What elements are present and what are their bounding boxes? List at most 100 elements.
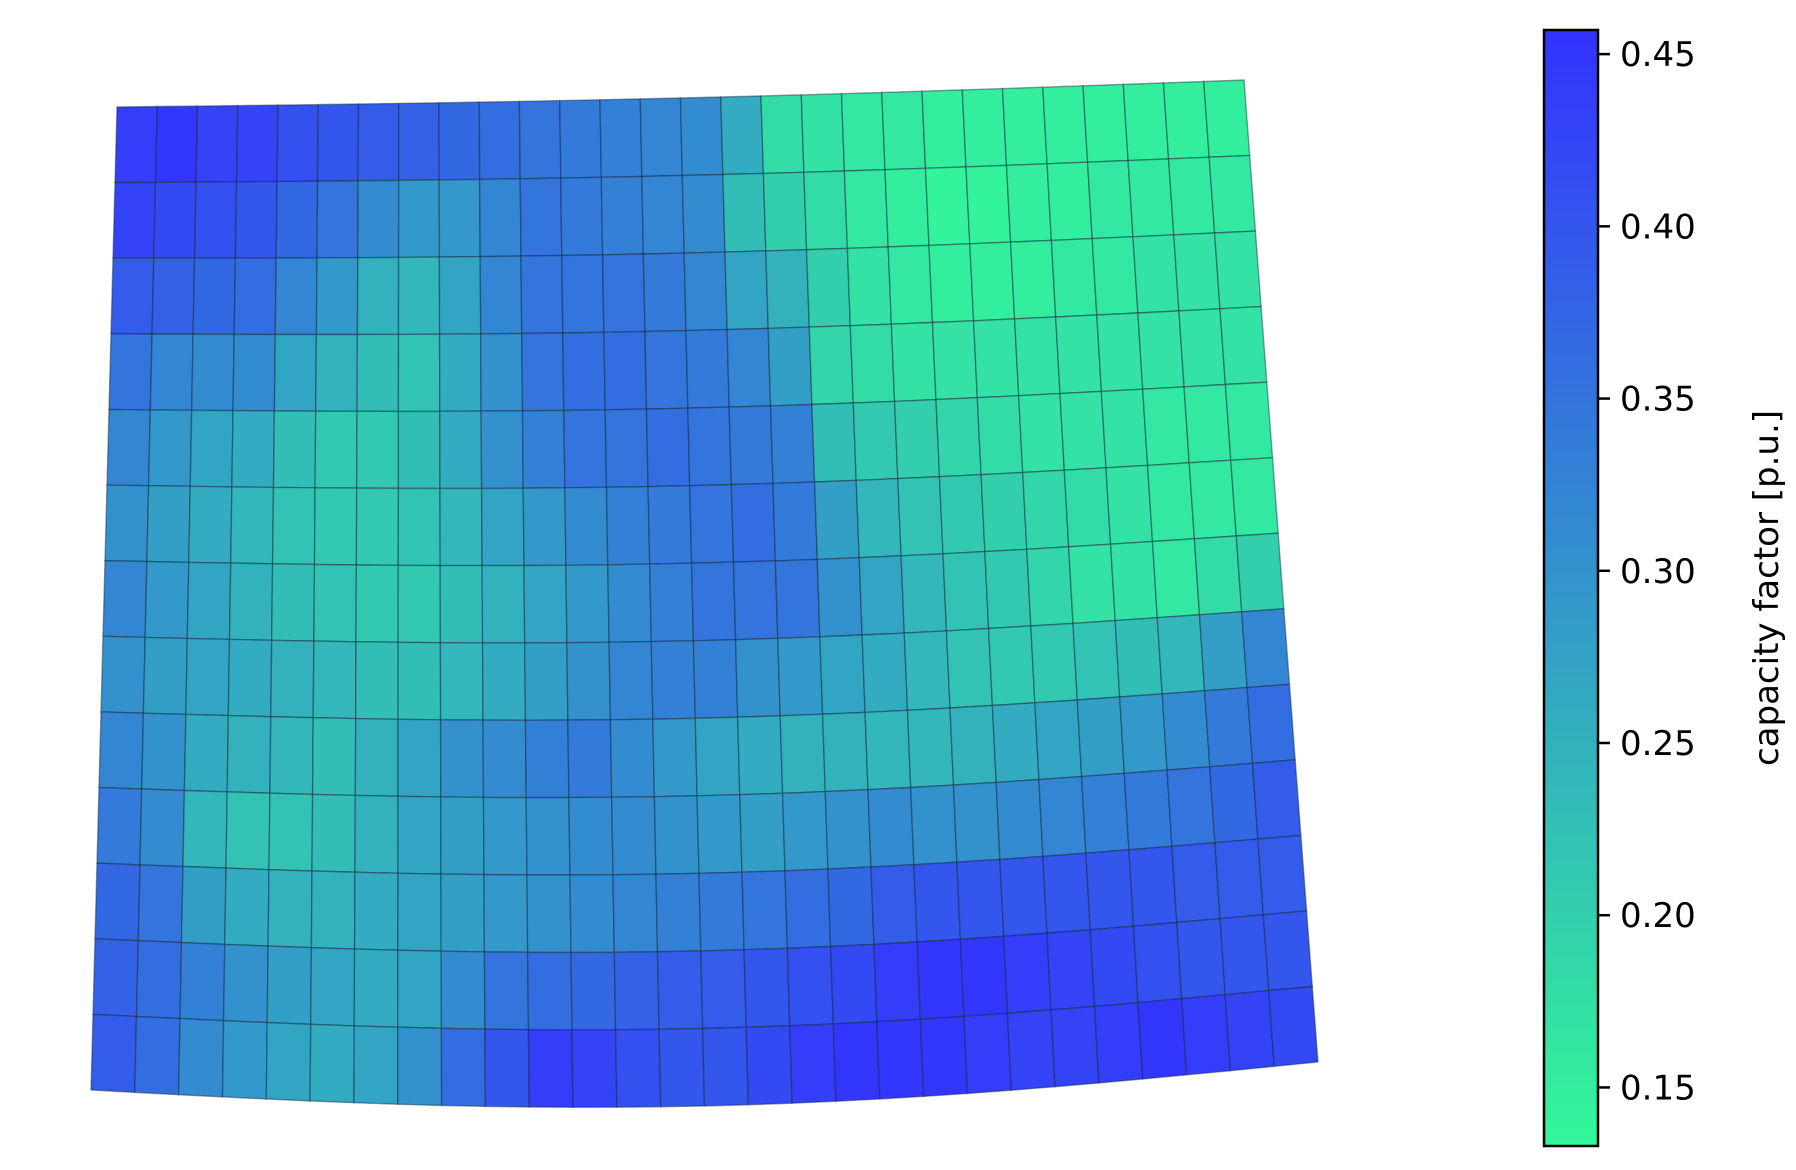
map-cell <box>137 864 184 944</box>
map-cell <box>949 704 997 786</box>
map-cell <box>772 481 819 562</box>
map-cell <box>397 872 442 952</box>
colorbar-tick-label: 0.30 <box>1620 552 1696 592</box>
map-cell <box>1105 464 1154 545</box>
map-cell <box>523 641 569 722</box>
map-cell <box>135 939 183 1020</box>
map-cell <box>566 641 612 721</box>
map-cell <box>805 247 852 328</box>
map-cell <box>777 636 824 717</box>
map-cell <box>561 254 605 334</box>
map-cell <box>1161 690 1211 771</box>
map-cell <box>655 872 702 953</box>
map-cell <box>1050 237 1098 318</box>
colorbar-label: capacity factor [p.u.] <box>1747 410 1787 766</box>
map-cell <box>745 1025 793 1106</box>
map-cell <box>961 87 1008 168</box>
map-cell <box>1042 85 1089 165</box>
map-cell <box>440 796 485 876</box>
map-cell <box>639 97 684 178</box>
colorbar-ticks: 0.15 0.20 0.25 0.30 0.35 0.40 0.45 <box>1598 35 1696 1108</box>
map-cell <box>720 95 765 176</box>
map-cell <box>183 713 230 793</box>
map-cell <box>1091 236 1139 316</box>
map-cell <box>354 794 399 875</box>
map-cell <box>605 485 651 566</box>
map-cell <box>1096 312 1144 393</box>
map-cell <box>483 951 530 1031</box>
map-cell <box>1230 456 1279 537</box>
map-cell <box>698 871 745 952</box>
map-cell <box>313 563 358 643</box>
map-cell <box>265 1021 312 1102</box>
map-cell <box>969 241 1016 322</box>
map-cell <box>272 410 317 489</box>
map-cell <box>482 719 527 799</box>
map-cell <box>139 788 186 868</box>
map-cell <box>311 793 357 873</box>
map-cell <box>108 333 153 411</box>
map-cell <box>565 564 610 644</box>
map-cell <box>612 873 659 954</box>
map-cell <box>767 326 813 407</box>
map-cell <box>193 181 238 259</box>
map-cell <box>647 484 693 565</box>
map-cell <box>1246 683 1296 765</box>
map-cell <box>743 947 791 1029</box>
map-cell <box>235 104 279 183</box>
map-cell <box>564 486 609 567</box>
map-cell <box>1118 693 1168 775</box>
map-cell <box>563 409 608 489</box>
colorbar-tick-label: 0.25 <box>1620 724 1696 764</box>
map-cell <box>604 408 649 489</box>
map-cell <box>569 874 616 954</box>
map-cell <box>819 634 866 715</box>
map-cell <box>1176 917 1226 1000</box>
map-cell <box>1219 305 1268 386</box>
map-cell <box>397 641 442 721</box>
map-cell <box>784 868 832 950</box>
map-cell <box>1183 383 1232 464</box>
map-cell <box>972 318 1020 399</box>
map-cell <box>852 400 899 482</box>
map-cell <box>177 1017 225 1098</box>
map-cell <box>480 487 525 567</box>
map-cell <box>1009 239 1057 320</box>
map-cell <box>316 180 359 259</box>
map-cell <box>314 333 359 413</box>
map-cell <box>269 715 314 796</box>
map-cell <box>1059 390 1107 471</box>
map-cell <box>438 333 482 413</box>
map-cell <box>1188 459 1238 540</box>
map-cell <box>525 796 571 876</box>
map-cell <box>140 712 187 792</box>
map-cell <box>613 951 660 1031</box>
map-cell <box>1240 608 1291 689</box>
map-cell <box>736 715 784 796</box>
map-cell <box>98 711 145 790</box>
map-cell <box>478 100 521 181</box>
map-cell <box>1132 921 1183 1004</box>
map-cell <box>397 795 442 875</box>
map-cell <box>600 175 645 256</box>
map-cell <box>873 941 922 1023</box>
map-cell <box>527 1028 574 1109</box>
map-cell <box>353 871 399 951</box>
map-cell <box>179 941 226 1022</box>
map-cell <box>313 487 358 566</box>
map-cell <box>397 1026 443 1107</box>
map-cell <box>1030 622 1079 704</box>
map-cell <box>827 866 875 948</box>
map-cell <box>1208 154 1257 234</box>
map-cell <box>884 167 930 248</box>
map-cell <box>688 483 735 564</box>
map-cell <box>696 793 743 875</box>
map-cell <box>1209 762 1259 844</box>
map-cell <box>650 640 697 720</box>
map-cell <box>311 716 357 797</box>
map-cell <box>438 101 481 181</box>
map-cell <box>687 406 733 487</box>
map-cell <box>1137 997 1188 1080</box>
map-cell <box>524 719 570 799</box>
